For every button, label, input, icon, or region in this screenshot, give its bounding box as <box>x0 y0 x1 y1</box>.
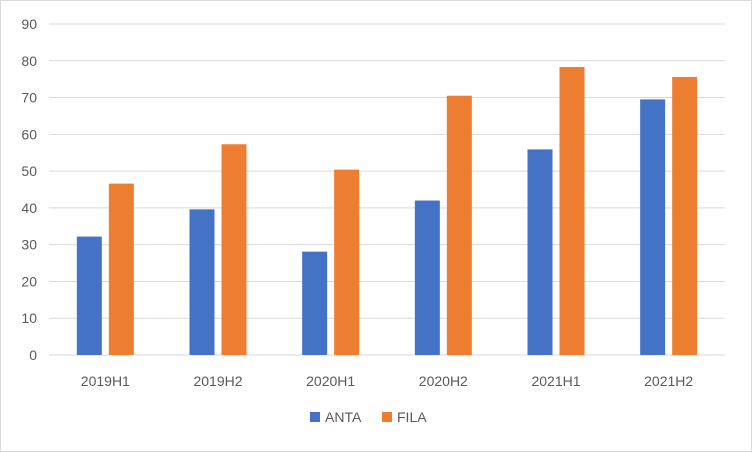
bar-anta-2019h1 <box>76 236 102 355</box>
bar-fila-2021h2 <box>672 76 698 356</box>
y-tick-label: 50 <box>21 163 37 179</box>
y-tick-label: 40 <box>21 200 37 216</box>
x-tick-label: 2019H2 <box>193 373 242 389</box>
legend-label-fila: FILA <box>397 409 427 425</box>
legend-label-anta: ANTA <box>325 409 362 425</box>
bar-fila-2019h1 <box>108 183 134 355</box>
x-tick-label: 2021H1 <box>531 373 580 389</box>
y-tick-label: 90 <box>21 16 37 32</box>
y-tick-label: 80 <box>21 53 37 69</box>
x-axis-ticks: 2019H1 2019H2 2020H1 2020H2 2021H1 2021H2 <box>81 373 694 389</box>
bar-fila-2020h2 <box>446 95 472 355</box>
x-tick-label: 2019H1 <box>81 373 130 389</box>
legend-swatch-fila <box>382 412 392 422</box>
y-tick-label: 60 <box>21 126 37 142</box>
bar-anta-2020h1 <box>302 251 328 355</box>
y-tick-label: 20 <box>21 273 37 289</box>
gridlines <box>49 23 725 356</box>
y-tick-label: 0 <box>29 347 37 363</box>
y-axis-ticks: 0 10 20 30 40 50 60 70 80 90 <box>21 16 37 363</box>
x-tick-label: 2020H2 <box>419 373 468 389</box>
bar-anta-2021h2 <box>640 99 666 356</box>
bar-fila-2021h1 <box>559 67 585 355</box>
bar-anta-2019h2 <box>189 209 215 355</box>
y-tick-label: 10 <box>21 310 37 326</box>
legend: ANTA FILA <box>310 409 427 425</box>
y-tick-label: 30 <box>21 237 37 253</box>
legend-swatch-anta <box>310 412 320 422</box>
x-tick-label: 2020H1 <box>306 373 355 389</box>
bar-anta-2021h1 <box>527 149 553 355</box>
y-tick-label: 70 <box>21 90 37 106</box>
bar-anta-2020h2 <box>414 200 440 355</box>
bars <box>76 67 698 356</box>
bar-fila-2019h2 <box>221 144 247 355</box>
x-tick-label: 2021H2 <box>644 373 693 389</box>
bar-fila-2020h1 <box>334 169 360 355</box>
